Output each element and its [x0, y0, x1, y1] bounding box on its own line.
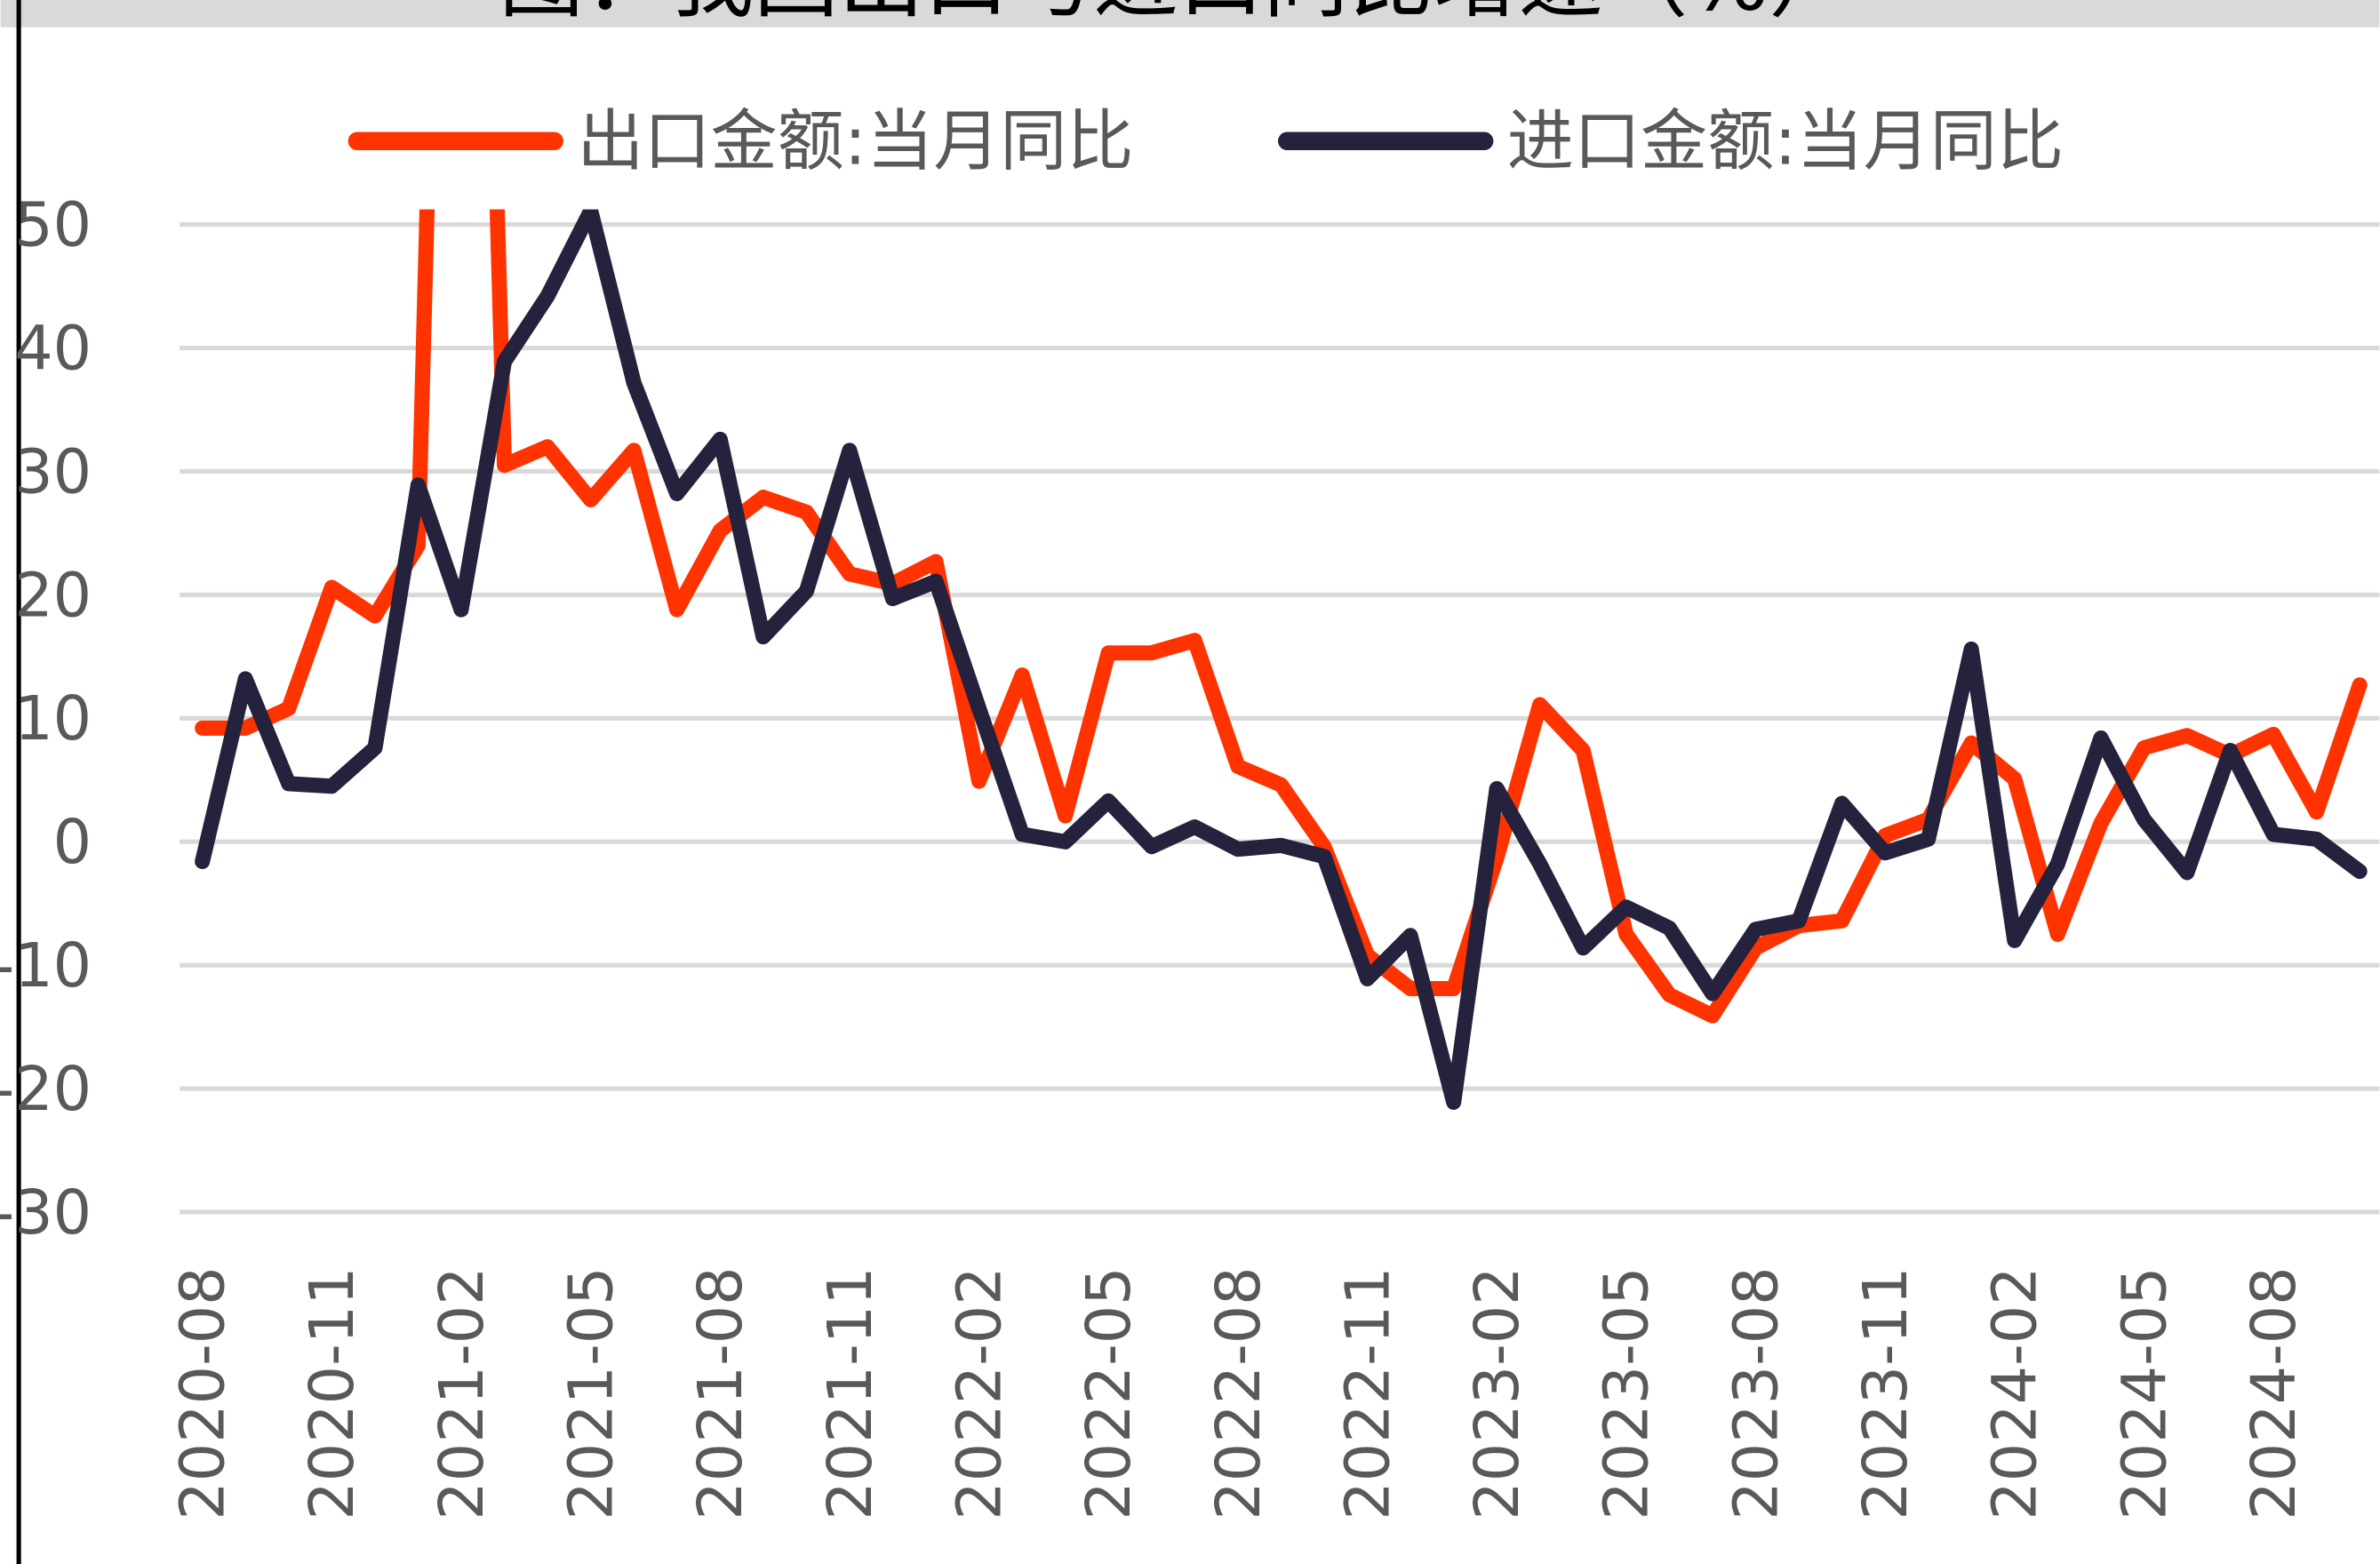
legend-label: 出口金额:当月同比 [577, 101, 1133, 180]
y-tick-label: 50 [14, 191, 92, 261]
chart-title: 图：我国出口与进口同比增速（%） [499, 0, 1854, 29]
x-tick-label: 2021-05 [557, 1266, 627, 1520]
title-bar [0, 0, 2380, 28]
x-tick-label: 2022-02 [945, 1266, 1015, 1520]
x-tick-label: 2022-11 [1333, 1266, 1403, 1520]
x-tick-label: 2021-08 [686, 1266, 756, 1520]
y-tick-label: -20 [0, 1055, 92, 1125]
series-line [195, 209, 2368, 1024]
x-tick-label: 2024-02 [1981, 1266, 2051, 1520]
legend-label: 进口金额:当月同比 [1507, 101, 2064, 180]
grid [180, 222, 2380, 1215]
y-tick-label: 20 [14, 561, 92, 631]
series-line [195, 209, 2368, 1110]
y-tick-label: 0 [53, 808, 92, 878]
y-tick-label: -10 [0, 931, 92, 1001]
legend: 出口金额:当月同比 进口金额:当月同比 [347, 101, 2064, 180]
x-tick-label: 2023-11 [1851, 1266, 1921, 1520]
x-tick-label: 2023-02 [1463, 1266, 1533, 1520]
y-tick-label: 30 [14, 437, 92, 507]
x-tick-label: 2024-05 [2110, 1266, 2180, 1520]
plot-area [195, 209, 2368, 1110]
x-tick-label: 2024-08 [2240, 1266, 2310, 1520]
x-tick-label: 2022-05 [1074, 1266, 1145, 1520]
x-tick-label: 2022-08 [1204, 1266, 1274, 1520]
y-tick-label: 40 [14, 314, 92, 384]
axis-labels: -30 -20 -10 0 10 20 30 40 50 2020-08 2020-11 2021-0… [0, 191, 2310, 1520]
x-tick-label: 2023-05 [1593, 1266, 1663, 1520]
y-tick-label: -30 [0, 1178, 92, 1249]
x-tick-label: 2023-08 [1721, 1266, 1792, 1520]
x-tick-label: 2021-11 [816, 1266, 886, 1520]
x-tick-label: 2021-02 [427, 1266, 498, 1520]
x-tick-label: 2020-11 [298, 1266, 368, 1520]
y-tick-label: 10 [14, 684, 92, 754]
x-tick-label: 2020-08 [169, 1266, 239, 1520]
